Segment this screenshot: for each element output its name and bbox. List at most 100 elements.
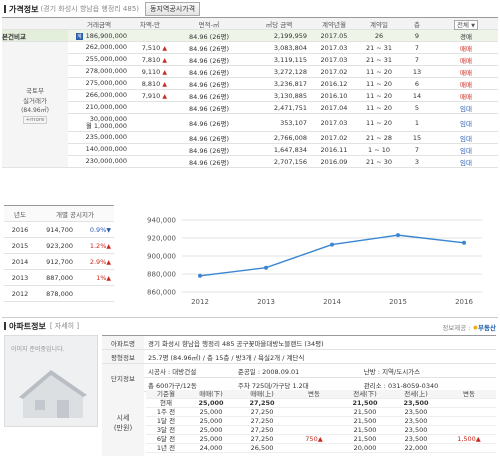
table-row: 30,000,000 월 1,000,000 84.96 (26평) 353,107… <box>2 113 498 132</box>
y-tick-label: 920,000 <box>147 235 176 243</box>
provider-logo-icon: ✹ <box>472 324 479 332</box>
table-row: 2015 923,200 1.2%▲ <box>4 237 114 254</box>
table-row: 140,000,000 84.96 (26평) 1,647,834 2016.11 1 … <box>2 143 498 156</box>
price-section-location: (경기 화성시 향남읍 행정리 485) <box>40 5 140 13</box>
mkt-header-sale-low: 매매(下) <box>186 390 236 400</box>
deal-type: 임대 <box>434 155 498 168</box>
auction-badge-icon: 계 <box>76 32 83 40</box>
y-tick-label: 940,000 <box>147 217 176 225</box>
table-row: 235,000,000 84.96 (26평) 2,766,008 2017.02 21… <box>2 131 498 144</box>
deal-type: 매매 <box>434 65 498 78</box>
table-row: 2016 914,700 0.9%▼ <box>4 221 114 238</box>
public-price-chart: 940,000 920,000 900,000 880,000 860,000 2012 2… <box>147 217 482 306</box>
deal-type: 매매 <box>434 53 498 66</box>
apt-photo: 이미지 준비중입니다. <box>4 335 98 427</box>
deal-type: 매매 <box>434 89 498 102</box>
complex-info-label: 단지정보 <box>102 363 144 392</box>
table-row: 266,000,000 7,910 ▲ 84.96 (26평) 3,130,885 20… <box>2 89 498 102</box>
mkt-header-jeonse-change: 변동 <box>442 390 496 400</box>
x-tick-label: 2013 <box>257 298 275 306</box>
chevron-down-icon: ▼ <box>471 22 475 29</box>
apt-section-header: 아파트정보 [ 자세히 ] <box>4 320 79 332</box>
table-row: 1주 전 25,000 27,250 21,500 23,500 <box>146 407 496 418</box>
table-row: 6달 전 25,000 27,250 750▲ 21,500 23,500 1,500▲ <box>146 434 496 445</box>
x-tick-label: 2015 <box>389 298 407 306</box>
price-section-header: 가격정보 (경기 화성시 향남읍 행정리 485) 동지역공시가격 <box>4 2 201 16</box>
deal-type: 임대 <box>434 131 498 144</box>
col-header-area: 면적-㎡ <box>170 17 248 30</box>
table-row: 278,000,000 9,110 ▲ 84.96 (26평) 3,272,128 20… <box>2 65 498 78</box>
price-table: 거래금액 차액-만 면적-㎡ ㎡당 금액 계약년월 계약일 층 전체 ▼ 본건비… <box>2 17 498 168</box>
more-link[interactable]: +more <box>22 116 48 124</box>
market-price-label: 시세 (만원) <box>102 390 144 456</box>
data-point <box>198 273 202 278</box>
mkt-header-jeonse-high: 전세(上) <box>390 390 442 400</box>
y-tick-label: 900,000 <box>147 253 176 261</box>
x-tick-label: 2016 <box>455 298 473 306</box>
up-arrow-icon: ▲ <box>162 44 167 52</box>
public-price-button[interactable]: 동지역공시가격 <box>145 2 201 16</box>
up-arrow-icon: ▲ <box>162 80 167 88</box>
deal-type: 임대 <box>434 101 498 114</box>
house-icon <box>19 370 87 418</box>
y-tick-label: 880,000 <box>147 271 176 279</box>
up-arrow-icon: ▲ <box>162 68 167 76</box>
price-section-title: 가격정보 <box>4 4 38 15</box>
apt-name-label: 아파트명 <box>102 335 144 350</box>
photo-placeholder-text: 이미지 준비중입니다. <box>11 346 65 353</box>
table-row: 210,000,000 84.96 (26평) 2,471,751 2017.04 11… <box>2 101 498 114</box>
apt-section-title: 아파트정보 <box>4 321 46 332</box>
apt-detail-link[interactable]: [ 자세히 ] <box>49 322 80 330</box>
col-header-per-m2: ㎡당 금액 <box>248 17 310 30</box>
col-header-diff: 차액-만 <box>130 17 170 30</box>
table-row: 2013 887,000 1%▲ <box>4 269 114 286</box>
table-row: 275,000,000 8,810 ▲ 84.96 (26평) 3,236,817 20… <box>2 77 498 90</box>
col-header-year: 년도 <box>4 205 36 222</box>
data-point <box>330 242 334 247</box>
table-row: 3달 전 25,000 27,250 21,500 23,500 <box>146 425 496 436</box>
area-info-label: 평형정보 <box>102 349 144 364</box>
mkt-header-month: 기준월 <box>146 390 186 400</box>
table-row: 2012 878,000 <box>4 285 114 302</box>
up-arrow-icon: ▲ <box>162 92 167 100</box>
deal-type: 임대 <box>434 113 498 132</box>
deal-type: 임대 <box>434 143 498 156</box>
deal-type: 매매 <box>434 41 498 54</box>
provider-name: 부동산 <box>478 324 496 332</box>
table-row: 1년 전 24,000 26,500 20,000 22,000 <box>146 443 496 454</box>
col-header-contract-day: 계약일 <box>358 17 400 30</box>
apt-info-table: 아파트명 경기 화성시 향남읍 행정리 485 공구꽃마을대방노블랜드 (34평… <box>102 335 496 392</box>
area-info-value: 25.7평 (84.96㎡) / 층 15층 / 방3개 / 욕실2개 / 계단… <box>144 349 496 364</box>
official-price-label: 국토부 실거래가 (84.96㎡) +more <box>2 41 68 168</box>
down-arrow-icon: ▼ <box>106 226 111 234</box>
x-tick-label: 2014 <box>323 298 341 306</box>
builder: 시공사 : 대방건설 <box>144 363 238 378</box>
col-header-contract-month: 계약년월 <box>310 17 358 30</box>
mkt-header-jeonse-low: 전세(下) <box>340 390 390 400</box>
col-header-floor: 층 <box>400 17 434 30</box>
data-point <box>462 240 466 245</box>
type-filter-select[interactable]: 전체 ▼ <box>454 19 478 30</box>
mkt-header-sale-change: 변동 <box>288 390 340 400</box>
public-price-table: 년도 개별 공시지가 2016 914,700 0.9%▼ 2015 923,200 1.… <box>4 205 114 302</box>
table-row: 255,000,000 7,810 ▲ 84.96 (26평) 3,119,115 20… <box>2 53 498 66</box>
apt-name-value: 경기 화성시 향남읍 행정리 485 공구꽃마을대방노블랜드 (34평) <box>144 335 496 350</box>
up-arrow-icon: ▲ <box>106 274 111 282</box>
table-row: 1달 전 25,000 27,250 21,500 23,500 <box>146 416 496 427</box>
provider-info: 정보제공 : ✹부동산 <box>442 324 496 332</box>
up-arrow-icon: ▲ <box>106 242 111 250</box>
market-price-table: 기준월 매매(下) 매매(上) 변동 전세(下) 전세(上) 변동 현재 25,0… <box>146 390 496 454</box>
series-line <box>199 234 465 277</box>
compare-row: 본건비교 계 186,900,000 84.96 (26평) 2,199,959 … <box>2 29 498 42</box>
mkt-header-sale-high: 매매(上) <box>236 390 288 400</box>
up-arrow-icon: ▲ <box>106 258 111 266</box>
table-row: 230,000,000 84.96 (26평) 2,707,156 2016.09 21… <box>2 155 498 168</box>
completion-date: 준공일 : 2008.09.01 <box>237 363 364 378</box>
col-header-public-price: 개별 공시지가 <box>36 205 114 222</box>
up-arrow-icon: ▲ <box>162 56 167 64</box>
heating-type: 난방 : 지역/도시가스 <box>363 363 496 378</box>
data-point <box>264 265 268 270</box>
y-tick-label: 860,000 <box>147 289 176 297</box>
x-tick-label: 2012 <box>191 298 209 306</box>
compare-label: 본건비교 <box>2 29 68 42</box>
